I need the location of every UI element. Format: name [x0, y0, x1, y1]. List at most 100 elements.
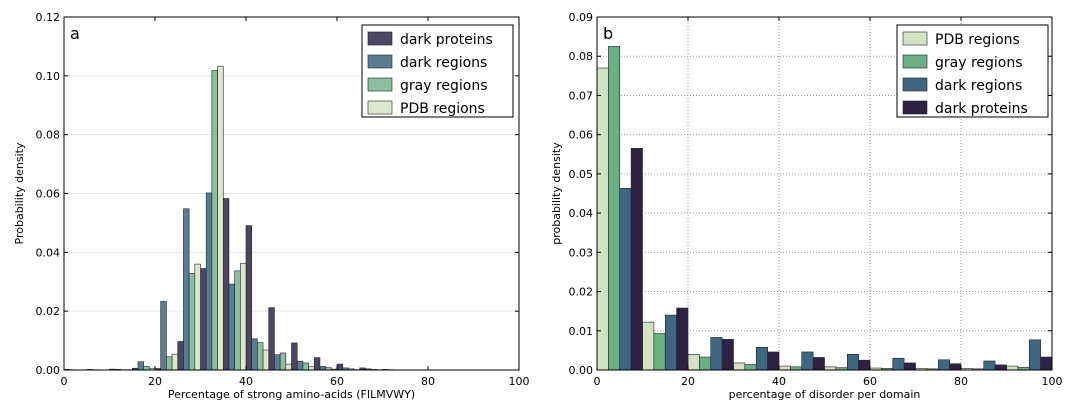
bar [755, 346, 768, 371]
bar [949, 363, 962, 371]
panel-label: b [603, 24, 613, 43]
legend-swatch [902, 77, 928, 92]
legend-swatch [902, 31, 928, 46]
bar [858, 359, 871, 371]
x-tick-label: 60 [863, 375, 877, 388]
legend-label: dark regions [935, 78, 1022, 94]
legend-label: PDB regions [400, 101, 485, 117]
bar [166, 356, 173, 371]
bar [983, 360, 996, 371]
bar [279, 352, 287, 371]
y-tick-label: 0.06 [569, 129, 594, 142]
bar [1040, 356, 1053, 371]
y-tick-label: 0.06 [36, 188, 61, 201]
x-tick-label: 60 [330, 375, 344, 388]
bar [778, 365, 791, 371]
legend-swatch [367, 100, 393, 115]
x-tick-label: 80 [421, 375, 435, 388]
bar [767, 351, 780, 371]
bar [302, 362, 309, 371]
bar [994, 364, 1007, 371]
bar [630, 148, 643, 371]
panel-b-chart: 0 20 40 60 80 100 0.00 0.01 0.02 0.03 0.04 0.05 0.06… [550, 11, 1063, 401]
bar [183, 208, 190, 371]
legend-swatch [367, 31, 393, 46]
y-tick-label: 0.02 [569, 286, 594, 299]
bar [211, 70, 218, 371]
bar [194, 263, 201, 371]
axes-frame [596, 16, 1053, 371]
legend-label: gray regions [935, 55, 1023, 71]
bar [937, 359, 950, 371]
y-tick-label: 0.10 [36, 70, 61, 83]
bar [721, 339, 734, 371]
bar [1006, 365, 1019, 371]
bar [801, 351, 814, 371]
bar [608, 46, 621, 371]
y-tick-label: 0.00 [569, 364, 594, 377]
x-axis-label: Percentage of strong amino-acids (FILMVW… [168, 388, 415, 401]
x-tick-label: 40 [239, 375, 253, 388]
bar [710, 337, 723, 371]
bar [846, 354, 859, 371]
bar [262, 349, 270, 371]
bar [699, 356, 712, 371]
bar [676, 307, 689, 371]
x-tick-label: 0 [594, 375, 601, 388]
y-tick-label: 0.08 [36, 129, 61, 142]
bar [903, 362, 916, 371]
y-tick-label: 0.04 [569, 207, 594, 220]
bar [177, 341, 184, 371]
bar [160, 301, 167, 371]
bar [336, 363, 343, 371]
bar [274, 354, 281, 371]
x-tick-label: 20 [681, 375, 695, 388]
bar [205, 192, 213, 371]
legend-swatch [367, 77, 393, 92]
y-tick-label: 0.12 [36, 11, 61, 24]
x-tick-label: 40 [772, 375, 786, 388]
x-tick-label: 100 [1042, 375, 1063, 388]
bar [217, 65, 224, 371]
bar [228, 283, 235, 371]
legend-swatch [902, 54, 928, 69]
bar [596, 67, 609, 371]
legend-label: dark regions [400, 55, 487, 71]
bar [245, 225, 252, 371]
bar [744, 364, 757, 371]
bar [733, 362, 746, 371]
bar [313, 357, 321, 371]
bar [200, 268, 207, 371]
panel-a-chart: 0 20 40 60 80 100 0.00 0.02 0.04 0.06 0.08 0.10 0.12… [13, 11, 530, 401]
bar [619, 188, 632, 371]
y-tick-label: 0.03 [569, 246, 594, 259]
panel-label: a [70, 24, 80, 43]
y-tick-label: 0.00 [36, 364, 61, 377]
bar [257, 342, 264, 371]
x-tick-label: 0 [61, 375, 68, 388]
x-tick-label: 100 [509, 375, 530, 388]
bar [188, 273, 196, 371]
bar [653, 333, 666, 371]
legend-label: dark proteins [935, 101, 1028, 117]
bar [268, 307, 275, 371]
x-tick-label: 20 [148, 375, 162, 388]
bar [222, 198, 230, 371]
bar [319, 366, 326, 371]
bar [812, 357, 825, 371]
bar [664, 314, 677, 371]
y-tick-label: 0.07 [569, 89, 594, 102]
bar [137, 361, 144, 371]
bar [1028, 339, 1041, 371]
bar [642, 321, 655, 371]
y-tick-label: 0.08 [569, 50, 594, 63]
bar [171, 353, 179, 371]
legend-label: gray regions [400, 78, 488, 94]
legend-label: dark proteins [400, 32, 493, 48]
y-tick-label: 0.01 [569, 325, 594, 338]
y-tick-label: 0.02 [36, 305, 61, 318]
y-tick-label: 0.09 [569, 11, 594, 24]
y-tick-label: 0.04 [36, 246, 61, 259]
legend-swatch [367, 54, 393, 69]
